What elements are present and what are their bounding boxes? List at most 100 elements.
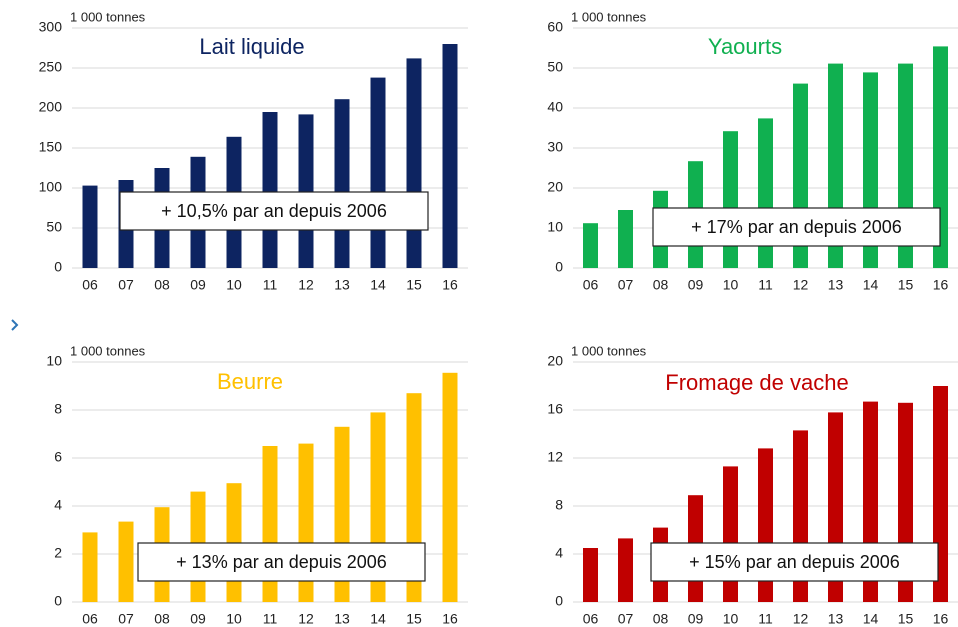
y-tick-label: 50 [46, 219, 62, 235]
x-tick-label: 11 [263, 277, 278, 293]
bar [442, 44, 458, 268]
y-tick-label: 20 [547, 179, 563, 195]
y-tick-label: 0 [555, 593, 563, 609]
x-tick-label: 12 [793, 611, 809, 627]
x-tick-label: 13 [334, 611, 350, 627]
x-tick-label: 08 [154, 277, 170, 293]
unit-label: 1 000 tonnes [571, 9, 647, 24]
x-tick-label: 13 [828, 611, 844, 627]
bar [262, 112, 278, 268]
x-tick-label: 15 [406, 277, 422, 293]
y-tick-label: 8 [555, 497, 563, 513]
chart-title: Yaourts [708, 34, 782, 59]
x-tick-label: 08 [154, 611, 170, 627]
x-tick-label: 11 [758, 611, 773, 627]
x-tick-label: 10 [226, 611, 242, 627]
x-tick-label: 11 [263, 611, 278, 627]
y-tick-label: 150 [39, 139, 63, 155]
y-tick-label: 0 [555, 259, 563, 275]
bar [118, 521, 134, 602]
y-tick-label: 10 [46, 353, 62, 369]
x-tick-label: 06 [583, 611, 599, 627]
x-tick-label: 09 [190, 277, 206, 293]
bar [406, 58, 422, 269]
x-tick-label: 10 [226, 277, 242, 293]
unit-label: 1 000 tonnes [571, 343, 647, 358]
y-tick-label: 40 [547, 99, 563, 115]
x-tick-label: 09 [688, 611, 704, 627]
bar [723, 466, 738, 602]
y-tick-label: 300 [39, 19, 63, 35]
x-tick-label: 06 [82, 611, 98, 627]
x-tick-label: 10 [723, 611, 739, 627]
x-tick-label: 15 [898, 277, 914, 293]
x-tick-label: 09 [190, 611, 206, 627]
y-tick-label: 8 [54, 401, 62, 417]
annotation: + 10,5% par an depuis 2006 [161, 201, 387, 221]
x-tick-label: 14 [370, 611, 386, 627]
unit-label: 1 000 tonnes [70, 343, 146, 358]
annotation: + 15% par an depuis 2006 [689, 552, 900, 572]
bar [442, 372, 458, 602]
y-tick-label: 200 [39, 99, 63, 115]
chart-title: Fromage de vache [665, 370, 848, 395]
x-tick-label: 06 [82, 277, 98, 293]
annotation: + 13% par an depuis 2006 [176, 552, 387, 572]
x-tick-label: 15 [406, 611, 422, 627]
bar [583, 548, 598, 602]
y-tick-label: 50 [547, 59, 563, 75]
x-tick-label: 12 [298, 611, 314, 627]
bar [370, 77, 386, 268]
x-tick-label: 16 [442, 611, 458, 627]
x-tick-label: 11 [758, 277, 773, 293]
y-tick-label: 4 [54, 497, 62, 513]
x-tick-label: 16 [442, 277, 458, 293]
y-tick-label: 250 [39, 59, 63, 75]
bar [723, 131, 738, 268]
x-tick-label: 06 [583, 277, 599, 293]
y-tick-label: 20 [547, 353, 563, 369]
chart-title: Lait liquide [199, 34, 304, 59]
chevron [11, 319, 19, 331]
annotation-box [119, 191, 429, 231]
x-tick-label: 12 [793, 277, 809, 293]
bar [583, 223, 598, 268]
y-tick-label: 0 [54, 593, 62, 609]
x-tick-label: 07 [118, 277, 134, 293]
chart-title: Beurre [217, 369, 283, 394]
x-tick-label: 07 [618, 611, 634, 627]
y-tick-label: 4 [555, 545, 563, 561]
annotation-box [652, 207, 941, 247]
y-tick-label: 16 [547, 401, 563, 417]
annotation-box [650, 542, 939, 582]
y-tick-label: 30 [547, 139, 563, 155]
x-tick-label: 10 [723, 277, 739, 293]
x-tick-label: 14 [370, 277, 386, 293]
y-tick-label: 10 [547, 219, 563, 235]
x-tick-label: 13 [828, 277, 844, 293]
x-tick-label: 07 [118, 611, 134, 627]
y-tick-label: 12 [547, 449, 563, 465]
x-tick-label: 16 [933, 277, 949, 293]
x-tick-label: 16 [933, 611, 949, 627]
bar [82, 185, 98, 268]
x-tick-label: 12 [298, 277, 314, 293]
x-tick-label: 14 [863, 611, 879, 627]
annotation-box [137, 542, 426, 582]
x-tick-label: 13 [334, 277, 350, 293]
bar [82, 532, 98, 602]
bar [618, 538, 633, 602]
x-tick-label: 08 [653, 277, 669, 293]
x-tick-label: 15 [898, 611, 914, 627]
x-tick-label: 09 [688, 277, 704, 293]
x-tick-label: 08 [653, 611, 669, 627]
y-tick-label: 60 [547, 19, 563, 35]
annotation: + 17% par an depuis 2006 [691, 217, 902, 237]
y-tick-label: 0 [54, 259, 62, 275]
y-tick-label: 100 [39, 179, 63, 195]
x-tick-label: 14 [863, 277, 879, 293]
bar [298, 114, 314, 269]
bar [334, 99, 350, 268]
bar [618, 210, 633, 268]
